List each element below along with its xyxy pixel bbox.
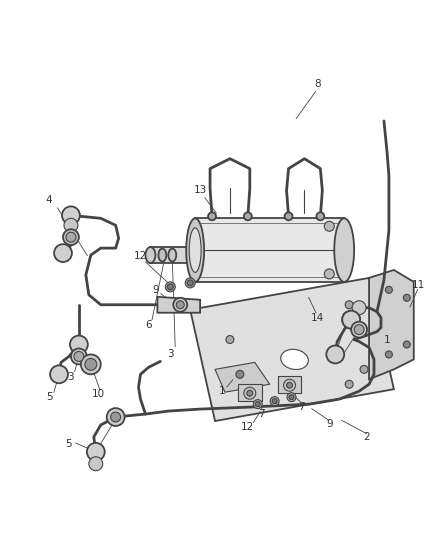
- Circle shape: [247, 390, 253, 396]
- Circle shape: [351, 321, 367, 337]
- Circle shape: [272, 399, 277, 403]
- Circle shape: [345, 380, 353, 388]
- Text: 1: 1: [219, 386, 225, 396]
- Circle shape: [107, 408, 124, 426]
- Polygon shape: [195, 219, 344, 282]
- Text: 12: 12: [241, 422, 254, 432]
- Circle shape: [85, 358, 97, 370]
- Ellipse shape: [281, 349, 308, 369]
- Circle shape: [244, 212, 252, 220]
- Circle shape: [324, 269, 334, 279]
- Circle shape: [342, 311, 360, 329]
- Text: 5: 5: [46, 392, 53, 402]
- Ellipse shape: [191, 247, 199, 263]
- Circle shape: [326, 345, 344, 364]
- Circle shape: [167, 284, 173, 290]
- Circle shape: [89, 457, 103, 471]
- Ellipse shape: [168, 248, 176, 262]
- Polygon shape: [238, 384, 262, 401]
- Text: 3: 3: [336, 350, 343, 359]
- Circle shape: [185, 278, 195, 288]
- Text: 9: 9: [326, 419, 332, 429]
- Circle shape: [345, 301, 353, 309]
- Circle shape: [70, 336, 88, 353]
- Ellipse shape: [159, 248, 166, 262]
- Text: 5: 5: [66, 439, 72, 449]
- Circle shape: [176, 301, 184, 309]
- Text: 4: 4: [46, 196, 53, 205]
- Text: 1: 1: [384, 335, 390, 344]
- Circle shape: [253, 400, 262, 409]
- Circle shape: [74, 351, 84, 361]
- Circle shape: [283, 379, 296, 391]
- Circle shape: [316, 212, 324, 220]
- Polygon shape: [190, 278, 394, 421]
- Circle shape: [236, 370, 244, 378]
- Circle shape: [81, 354, 101, 374]
- Circle shape: [324, 221, 334, 231]
- Polygon shape: [157, 297, 200, 313]
- Text: 2: 2: [364, 432, 371, 442]
- Circle shape: [71, 349, 87, 365]
- Circle shape: [226, 336, 234, 343]
- Text: 6: 6: [145, 320, 152, 329]
- Circle shape: [354, 325, 364, 335]
- Text: 7: 7: [298, 402, 305, 412]
- Circle shape: [385, 286, 392, 293]
- Text: 13: 13: [194, 185, 207, 196]
- Text: 14: 14: [311, 313, 324, 322]
- Circle shape: [352, 301, 366, 314]
- Circle shape: [187, 280, 193, 286]
- Circle shape: [173, 298, 187, 312]
- Circle shape: [360, 365, 368, 373]
- Circle shape: [285, 212, 293, 220]
- Polygon shape: [150, 247, 195, 263]
- Ellipse shape: [145, 247, 155, 263]
- Circle shape: [287, 393, 296, 402]
- Circle shape: [403, 294, 410, 301]
- Text: 3: 3: [167, 350, 173, 359]
- Circle shape: [50, 365, 68, 383]
- Text: 10: 10: [92, 389, 105, 399]
- Text: 7: 7: [258, 409, 265, 419]
- Circle shape: [270, 397, 279, 406]
- Circle shape: [289, 394, 294, 400]
- Circle shape: [208, 212, 216, 220]
- Circle shape: [54, 244, 72, 262]
- Ellipse shape: [186, 219, 204, 282]
- Text: 3: 3: [92, 444, 99, 454]
- Circle shape: [66, 232, 76, 242]
- Text: 9: 9: [152, 285, 159, 295]
- Circle shape: [64, 219, 78, 232]
- Circle shape: [286, 382, 293, 388]
- Circle shape: [111, 412, 120, 422]
- Circle shape: [63, 229, 79, 245]
- Circle shape: [342, 311, 360, 329]
- Circle shape: [255, 402, 260, 407]
- Circle shape: [403, 341, 410, 348]
- Circle shape: [165, 282, 175, 292]
- Circle shape: [244, 387, 256, 399]
- Polygon shape: [215, 362, 270, 392]
- Ellipse shape: [334, 219, 354, 282]
- Text: 11: 11: [412, 280, 425, 290]
- Text: 8: 8: [314, 79, 321, 89]
- Text: 5: 5: [341, 313, 347, 322]
- Circle shape: [385, 351, 392, 358]
- Ellipse shape: [189, 228, 201, 272]
- Text: 3: 3: [67, 372, 74, 382]
- Circle shape: [87, 443, 105, 461]
- Circle shape: [62, 206, 80, 224]
- Polygon shape: [278, 376, 301, 393]
- Polygon shape: [369, 270, 414, 379]
- Text: 12: 12: [134, 251, 147, 261]
